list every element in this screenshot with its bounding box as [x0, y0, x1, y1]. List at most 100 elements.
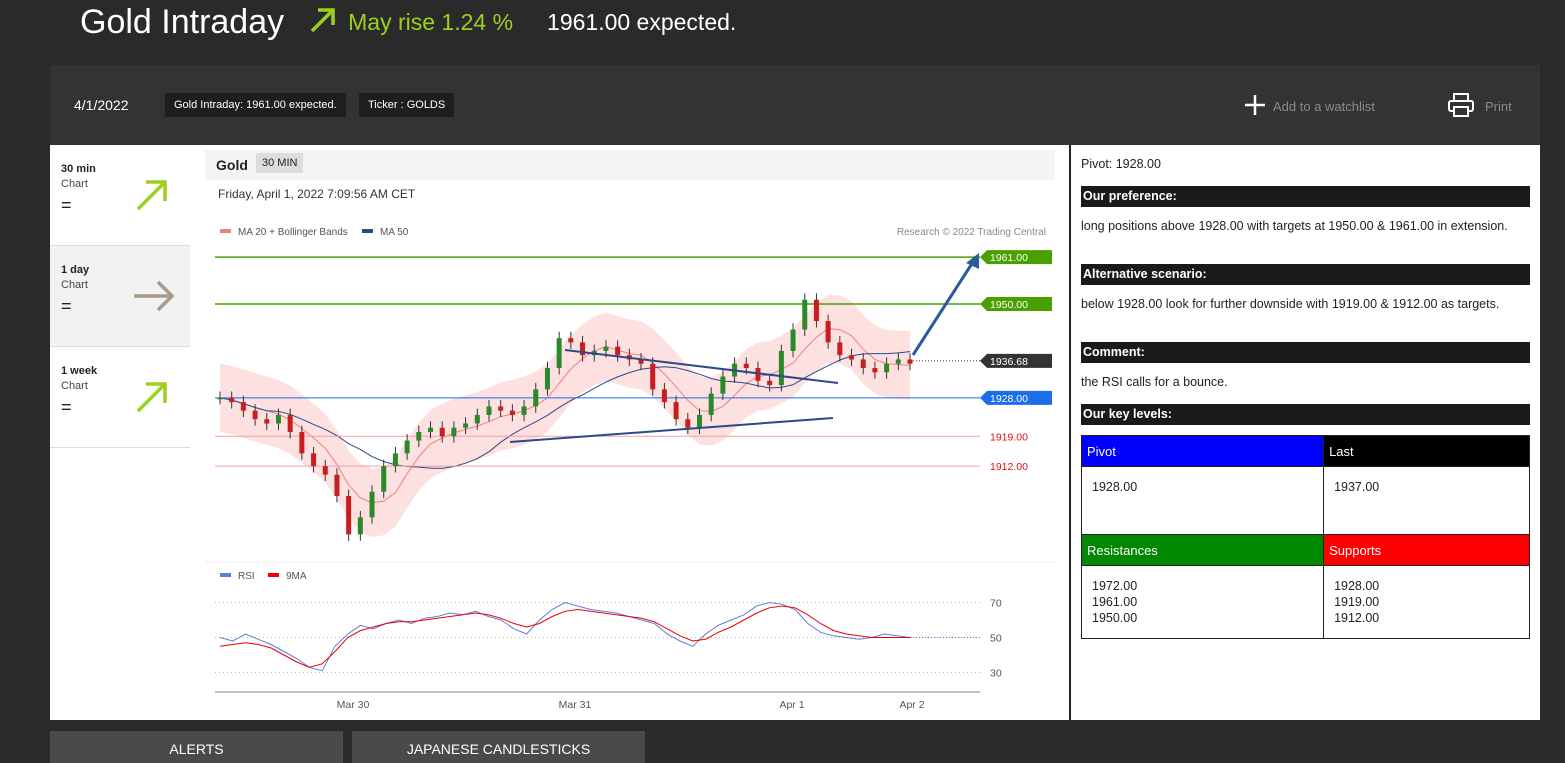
candle-body — [650, 363, 656, 390]
key-levels-heading: Our key levels: — [1081, 404, 1530, 425]
price-chart[interactable]: Gold 30 MIN Friday, April 1, 2022 7:09:5… — [205, 145, 1056, 720]
candle-body — [240, 402, 246, 411]
candle-body — [311, 453, 317, 467]
candle-body — [813, 299, 819, 322]
analysis-panel: Pivot: 1928.00 Our preference: long posi… — [1071, 145, 1540, 720]
candle-body — [860, 359, 866, 368]
support-value: 1928.00 — [1334, 579, 1380, 593]
page-title: Gold Intraday — [80, 2, 285, 41]
panel-gap — [1055, 145, 1070, 720]
rsi-ma-line — [219, 605, 910, 668]
timeframe-1day[interactable]: 1 day Chart = — [50, 246, 190, 347]
candle-body — [521, 406, 527, 415]
x-tick-label: Mar 30 — [337, 699, 370, 711]
supports-header: Supports — [1323, 534, 1530, 566]
level-tag-target — [980, 297, 1052, 311]
rise-percent: May rise 1.24 % — [348, 8, 514, 35]
up-right-arrow-icon — [308, 5, 338, 40]
candle-body — [498, 406, 504, 411]
analysis-toolbar: 4/1/2022 Gold Intraday: 1961.00 expected… — [50, 65, 1540, 145]
candle-body — [778, 350, 784, 386]
level-tag-target — [980, 250, 1052, 265]
level-tag-pivot — [980, 390, 1052, 405]
timeframe-sub: Chart — [61, 178, 88, 190]
chart-canvas: MA 20 + Bollinger Bands MA 50 Research © 2… — [205, 227, 1055, 711]
candle-body — [229, 397, 235, 403]
last-header: Last — [1323, 435, 1530, 467]
candle-body — [556, 338, 562, 368]
candle-body — [428, 427, 434, 432]
candlesticks-button[interactable]: JAPANESE CANDLESTICKS — [352, 731, 645, 763]
instrument-name: Gold — [216, 157, 248, 173]
candle-body — [837, 342, 843, 356]
candle-body — [790, 329, 796, 351]
candle-body — [895, 359, 901, 364]
preference-heading: Our preference: — [1081, 186, 1530, 207]
watchlist-label: Add to a watchlist — [1273, 99, 1375, 114]
rsi-tick-label: 30 — [990, 668, 1002, 680]
candle-body — [568, 338, 574, 343]
candle-body — [802, 299, 808, 330]
last-price-tag — [980, 353, 1052, 368]
alternative-text: below 1928.00 look for further downside … — [1081, 297, 1500, 311]
candle-body — [544, 368, 550, 390]
timeframe-30min[interactable]: 30 min Chart = — [50, 145, 190, 246]
candle-body — [369, 491, 375, 518]
ma50-legend-swatch — [362, 229, 373, 233]
right-arrow-icon — [132, 276, 178, 321]
resistances-list: 1972.00 1961.00 1950.00 — [1080, 565, 1325, 639]
candle-body — [381, 466, 387, 492]
add-watchlist-button[interactable]: Add to a watchlist — [1243, 93, 1375, 120]
printer-icon — [1447, 92, 1475, 121]
candle-body — [580, 342, 586, 356]
rsi-tick-label: 50 — [990, 633, 1002, 645]
candle-body — [334, 474, 340, 496]
rsi-tick-label: 70 — [990, 598, 1002, 610]
up-right-arrow-icon — [132, 377, 172, 422]
chart-header: Gold 30 MIN — [205, 150, 1055, 180]
candle-body — [474, 414, 480, 424]
candle-body — [884, 363, 890, 373]
resistance-value: 1950.00 — [1092, 611, 1138, 625]
timeframe-equal: = — [61, 296, 72, 316]
support-trendline — [509, 417, 834, 443]
candle-body — [872, 368, 878, 373]
panel-divider — [1069, 145, 1071, 720]
x-tick-label: Apr 1 — [779, 699, 804, 711]
chart-credit: Research © 2022 Trading Central — [897, 227, 1046, 238]
candle-body — [275, 414, 281, 424]
level-label-support: 1919.00 — [990, 431, 1028, 443]
candle-body — [252, 410, 258, 420]
analysis-date: 4/1/2022 — [74, 97, 129, 113]
candle-body — [217, 397, 223, 400]
rsi-line — [219, 601, 911, 672]
comment-heading: Comment: — [1081, 342, 1530, 363]
level-label-target: 1961.00 — [990, 252, 1028, 264]
last-value: 1937.00 — [1323, 466, 1530, 535]
candle-body — [486, 406, 492, 415]
interval-badge[interactable]: 30 MIN — [256, 153, 304, 173]
timeframe-sidebar: 30 min Chart = 1 day Chart = 1 week Char… — [50, 145, 190, 720]
alerts-button[interactable]: ALERTS — [50, 731, 343, 763]
candle-body — [322, 466, 328, 475]
candle-body — [673, 402, 679, 420]
ma20-legend-swatch — [220, 229, 231, 233]
print-button[interactable]: Print — [1447, 92, 1512, 121]
candle-body — [299, 432, 305, 454]
rsi-ma-legend-swatch — [268, 573, 279, 577]
summary-tag: Gold Intraday: 1961.00 expected. — [165, 93, 346, 117]
candle-body — [907, 359, 913, 364]
level-label-target: 1950.00 — [990, 299, 1028, 311]
candle-body — [463, 423, 469, 428]
resistance-value: 1961.00 — [1092, 595, 1138, 609]
level-label-pivot: 1928.00 — [990, 393, 1028, 405]
candle-body — [767, 380, 773, 386]
timeframe-1week[interactable]: 1 week Chart = — [50, 347, 190, 448]
sidebar-gap — [190, 145, 205, 720]
candle-body — [416, 432, 422, 441]
supports-list: 1928.00 1919.00 1912.00 — [1323, 565, 1530, 639]
pivot-header: Pivot — [1080, 435, 1325, 467]
support-value: 1919.00 — [1334, 595, 1380, 609]
alternative-heading: Alternative scenario: — [1081, 264, 1530, 285]
timeframe-name: 1 week — [61, 365, 98, 377]
